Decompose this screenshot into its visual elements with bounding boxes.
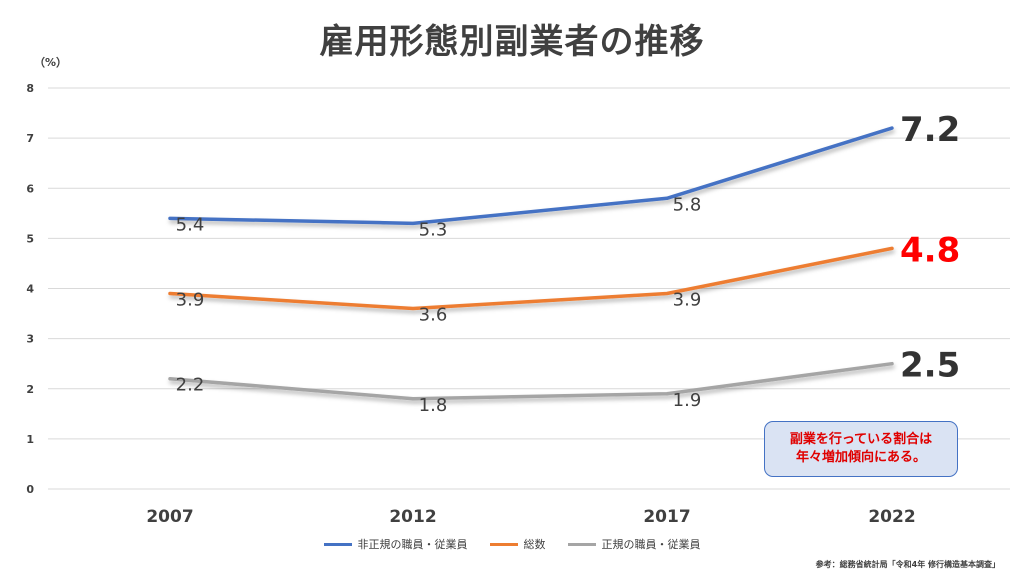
x-tick-label: 2017 bbox=[643, 507, 690, 527]
x-tick-label: 2007 bbox=[146, 507, 193, 527]
source-note: 参考：総務省統計局「令和4年 修行構造基本調査」 bbox=[815, 560, 1000, 569]
y-tick-label: 2 bbox=[26, 383, 34, 396]
callout-box: 副業を行っている割合は 年々増加傾向にある。 bbox=[764, 421, 958, 477]
series-line bbox=[168, 361, 894, 401]
series-line bbox=[168, 126, 894, 226]
y-tick-label: 6 bbox=[26, 182, 34, 195]
x-tick-label: 2022 bbox=[868, 507, 915, 527]
legend-item: 正規の職員・従業員 bbox=[567, 536, 701, 552]
data-label: 5.3 bbox=[419, 219, 448, 240]
y-tick-label: 5 bbox=[26, 232, 34, 245]
data-label: 3.6 bbox=[419, 305, 448, 326]
data-label: 2.2 bbox=[176, 375, 205, 396]
legend-label: 総数 bbox=[523, 538, 546, 551]
data-label: 1.8 bbox=[419, 395, 448, 416]
data-label: 5.8 bbox=[673, 194, 702, 215]
legend-swatch bbox=[567, 542, 596, 546]
callout-line-2: 年々増加傾向にある。 bbox=[795, 450, 926, 465]
y-tick-label: 8 bbox=[26, 82, 34, 95]
chart-title: 雇用形態別副業者の推移 bbox=[319, 22, 705, 62]
data-label: 1.9 bbox=[673, 390, 702, 411]
y-tick-label: 3 bbox=[26, 333, 34, 346]
data-label: 3.9 bbox=[176, 290, 205, 311]
x-tick-label: 2012 bbox=[389, 507, 436, 527]
y-tick-label: 7 bbox=[26, 132, 34, 145]
data-label: 5.4 bbox=[176, 214, 205, 235]
legend-item: 非正規の職員・従業員 bbox=[323, 536, 468, 552]
data-label: 4.8 bbox=[900, 230, 960, 270]
unit-label: （%） bbox=[34, 56, 67, 69]
legend: 非正規の職員・従業員 総数 正規の職員・従業員 bbox=[0, 536, 1024, 552]
callout-line-1: 副業を行っている割合は bbox=[789, 432, 933, 447]
y-tick-label: 0 bbox=[26, 483, 34, 496]
y-tick-label: 1 bbox=[26, 433, 34, 446]
data-label: 2.5 bbox=[900, 346, 960, 386]
y-tick-label: 4 bbox=[26, 283, 34, 296]
legend-swatch bbox=[323, 542, 352, 546]
data-label: 3.9 bbox=[673, 290, 702, 311]
legend-swatch bbox=[489, 542, 518, 546]
data-label: 7.2 bbox=[900, 110, 960, 150]
legend-item: 総数 bbox=[489, 536, 546, 552]
legend-label: 非正規の職員・従業員 bbox=[357, 538, 468, 551]
series-line bbox=[168, 246, 894, 311]
legend-label: 正規の職員・従業員 bbox=[601, 538, 701, 551]
